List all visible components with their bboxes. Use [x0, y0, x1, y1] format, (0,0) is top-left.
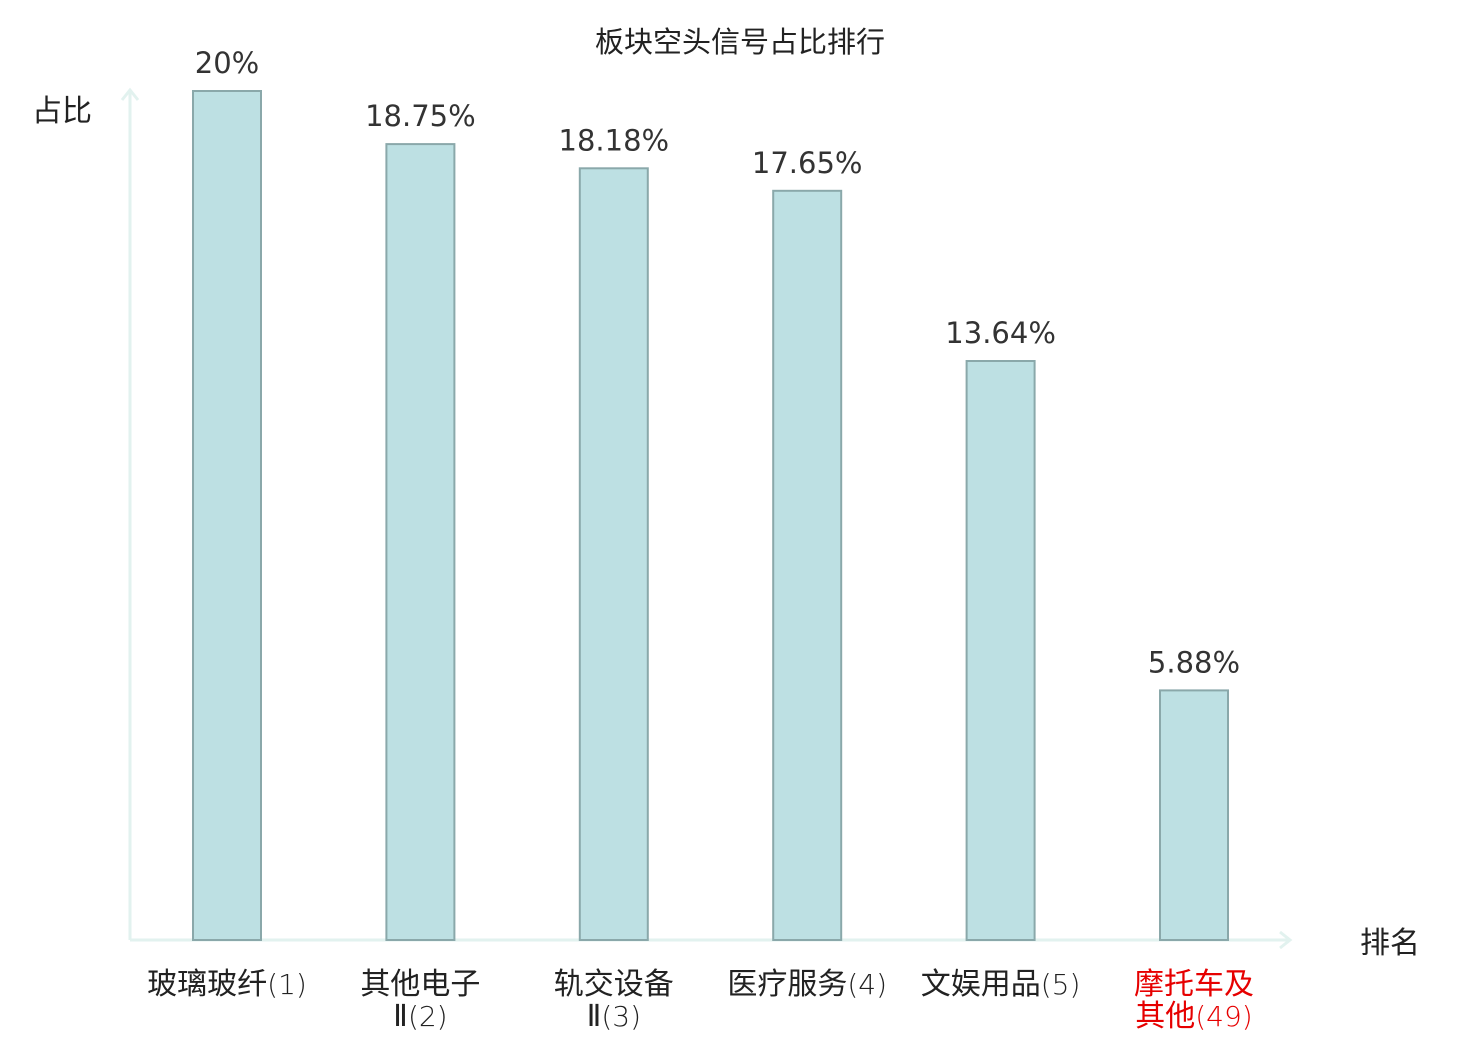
bar-value-label: 18.75%	[365, 99, 476, 133]
x-tick-rank: (3)	[601, 1000, 641, 1033]
bar	[385, 143, 456, 942]
bar	[965, 360, 1036, 941]
x-axis-label: 排名	[1360, 926, 1420, 961]
x-tick-rank: (2)	[408, 1000, 448, 1033]
x-tick-label: 其他电子	[360, 967, 480, 1002]
x-tick-label: 医疗服务(4)	[727, 967, 887, 1002]
x-tick-label: Ⅱ(3)	[587, 999, 641, 1034]
bar-value-label: 17.65%	[752, 146, 863, 180]
bar	[192, 90, 262, 941]
x-tick-rank: (5)	[1041, 968, 1081, 1001]
x-tick-label: 文娱用品(5)	[921, 967, 1081, 1002]
x-tick-rank: (49)	[1195, 1000, 1252, 1033]
bar	[578, 167, 649, 942]
x-tick-rank: (1)	[267, 968, 307, 1001]
x-tick-label: 其他(49)	[1135, 999, 1252, 1034]
bar-value-label: 18.18%	[559, 123, 670, 157]
x-tick-rank: (4)	[847, 968, 887, 1001]
y-axis-label: 占比	[32, 94, 92, 129]
x-tick-label: 玻璃玻纤(1)	[147, 967, 307, 1002]
bar-value-label: 5.88%	[1148, 645, 1240, 679]
x-tick-label: Ⅱ(2)	[393, 999, 447, 1034]
bar-value-label: 13.64%	[945, 316, 1056, 350]
bar	[1159, 689, 1229, 942]
bar-value-label: 20%	[195, 46, 259, 80]
x-tick-label: 轨交设备	[554, 967, 674, 1002]
x-tick-label: 摩托车及	[1134, 967, 1254, 1002]
bar	[772, 189, 843, 942]
chart-title: 板块空头信号占比排行	[595, 25, 885, 59]
